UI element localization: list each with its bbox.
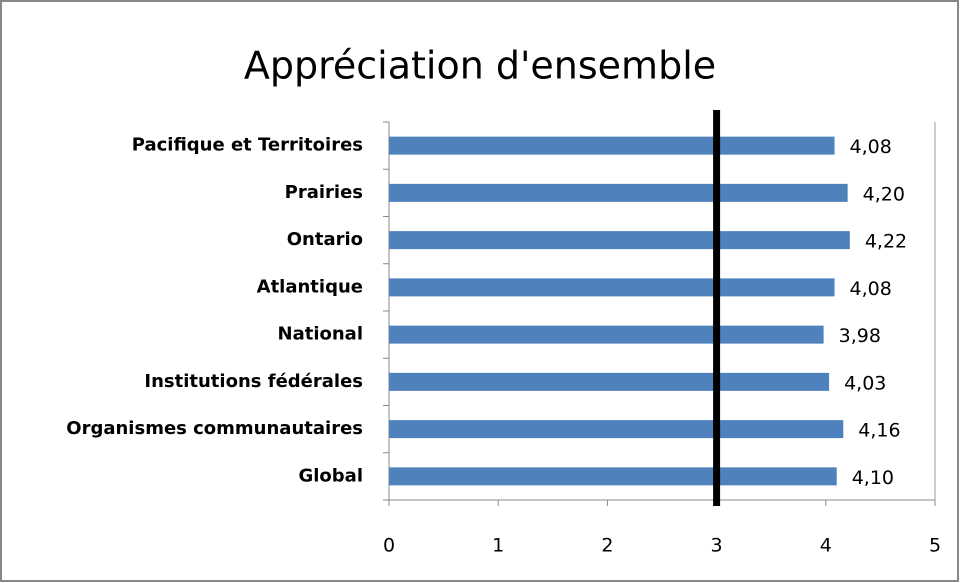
bar xyxy=(389,420,844,439)
x-tick-label: 5 xyxy=(929,535,941,557)
value-label: 4,16 xyxy=(858,420,900,442)
bar xyxy=(389,136,835,155)
x-tick-label: 0 xyxy=(383,535,395,557)
value-label: 4,22 xyxy=(865,231,907,253)
value-label: 4,03 xyxy=(844,372,886,394)
bar xyxy=(389,325,824,344)
y-tick-label: Organismes communautaires xyxy=(66,418,363,439)
bar xyxy=(389,372,830,391)
y-tick-label: Atlantique xyxy=(257,276,363,297)
bar xyxy=(389,231,850,250)
bar xyxy=(389,183,848,202)
y-tick-label: Prairies xyxy=(285,182,363,203)
y-tick-label: Global xyxy=(298,465,363,486)
x-tick-label: 1 xyxy=(492,535,504,557)
chart-title: Appréciation d'ensemble xyxy=(244,44,716,88)
bar xyxy=(389,467,837,486)
x-tick-label: 3 xyxy=(711,535,723,557)
y-tick-label: National xyxy=(278,324,363,345)
y-tick-label: Pacifique et Territoires xyxy=(132,135,363,156)
value-label: 3,98 xyxy=(839,325,881,347)
value-label: 4,08 xyxy=(850,278,892,300)
value-label: 4,08 xyxy=(850,136,892,158)
x-tick-label: 2 xyxy=(601,535,613,557)
value-label: 4,20 xyxy=(863,183,905,205)
bar xyxy=(389,278,835,297)
y-tick-label: Ontario xyxy=(287,229,363,250)
value-label: 4,10 xyxy=(852,467,894,489)
x-tick-label: 4 xyxy=(820,535,832,557)
y-tick-label: Institutions fédérales xyxy=(144,371,363,392)
